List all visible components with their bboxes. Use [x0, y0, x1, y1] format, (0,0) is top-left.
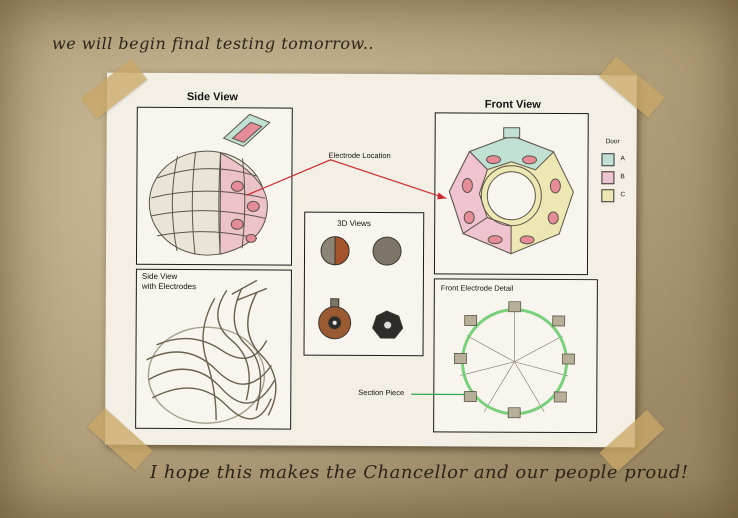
legend-label-c: C — [620, 191, 626, 199]
side-view-title: Side View — [186, 91, 239, 104]
front-electrode-detail-panel: Front Electrode Detail — [433, 278, 598, 434]
electrode-location-label: Electrode Location — [328, 150, 391, 161]
side-view-electrodes-panel: Side View with Electrodes — [135, 268, 292, 430]
top-handwritten-note: we will begin final testing tomorrow.. — [52, 34, 374, 53]
legend-swatch-a — [601, 153, 615, 167]
side-view-panel — [135, 106, 293, 266]
side-view-drawing — [148, 113, 271, 256]
legend-swatch-b — [601, 171, 615, 185]
views-3d-drawing — [318, 236, 404, 340]
bottom-handwritten-note: I hope this makes the Chancellor and our… — [150, 462, 689, 483]
legend-title: Door — [605, 138, 620, 146]
front-electrode-detail-title: Front Electrode Detail — [440, 283, 514, 293]
legend-swatch-c — [601, 189, 615, 203]
blueprint-photo: Side View Side View with Electrodes — [105, 72, 637, 448]
legend-label-a: A — [620, 155, 625, 163]
front-electrode-detail-drawing — [454, 301, 575, 419]
views-3d-title: 3D Views — [337, 218, 371, 228]
section-piece-label: Section Piece — [358, 387, 405, 398]
views-3d-panel: 3D Views — [303, 211, 425, 357]
front-view-panel — [433, 112, 589, 276]
side-view-electrodes-drawing — [146, 279, 277, 424]
front-view-title: Front View — [484, 98, 541, 111]
legend-label-b: B — [620, 173, 625, 181]
side-view-electrodes-title-line2: with Electrodes — [141, 281, 197, 292]
front-view-drawing — [448, 127, 574, 255]
side-view-electrodes-title-line1: Side View — [141, 271, 178, 281]
